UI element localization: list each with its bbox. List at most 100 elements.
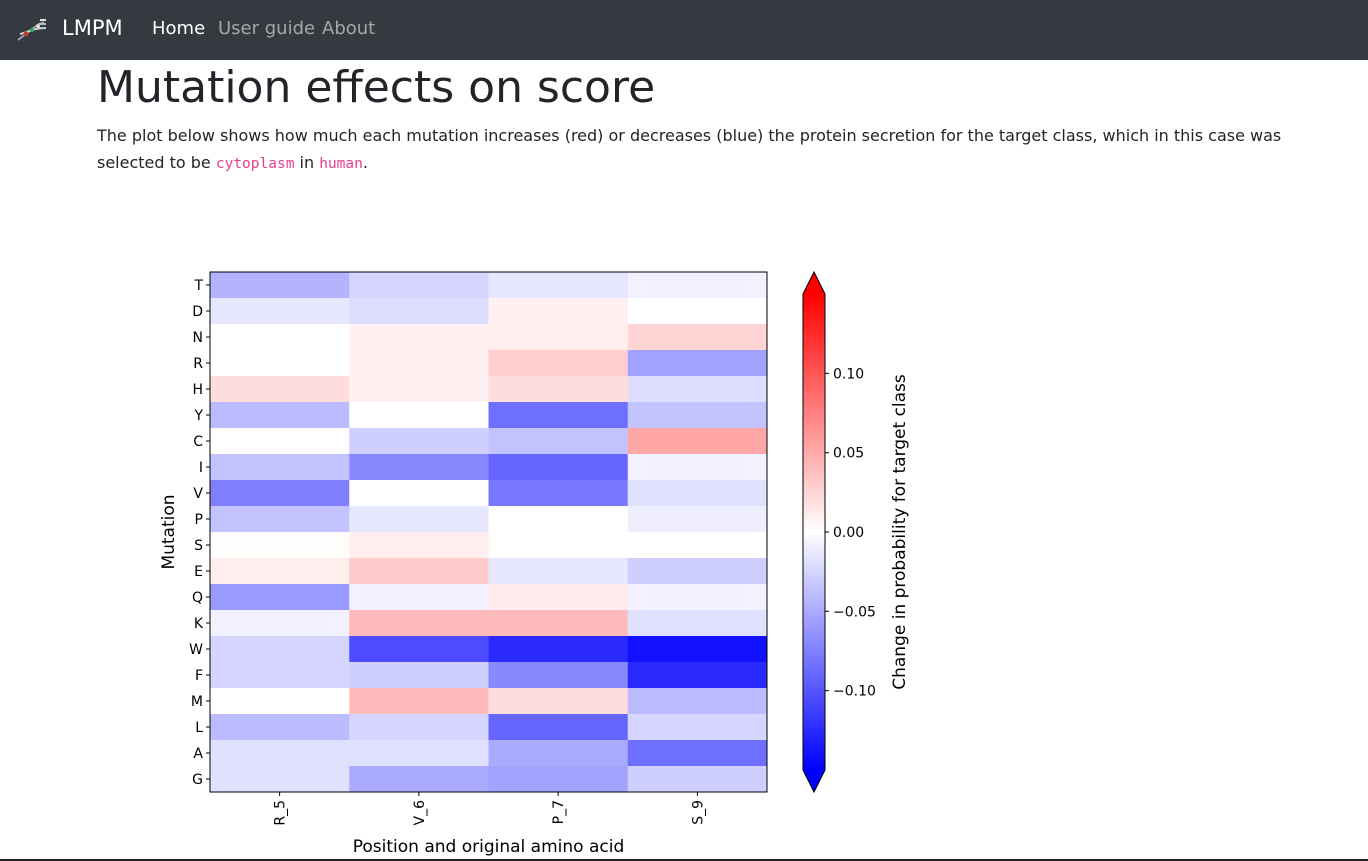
heatmap-cell <box>210 324 350 351</box>
heatmap-cell <box>210 714 350 741</box>
heatmap-cell <box>349 584 489 611</box>
heatmap-cell <box>488 402 629 429</box>
heatmap-cell <box>627 298 768 325</box>
heatmap-cell <box>627 454 768 481</box>
x-tick-label: S_9 <box>690 800 706 825</box>
heatmap-cell <box>210 272 350 299</box>
heatmap-cell <box>627 428 768 455</box>
heatmap-cell <box>210 506 350 533</box>
description-text-end: . <box>362 153 368 172</box>
heatmap-cell <box>210 350 350 377</box>
colorbar-extend-min <box>803 770 825 792</box>
page-title: Mutation effects on score <box>97 62 656 113</box>
y-tick-label: V <box>193 486 203 502</box>
navbar: LMPM Home User guide About <box>0 0 1368 60</box>
heatmap-cell <box>349 636 489 663</box>
heatmap-cell <box>488 740 629 767</box>
heatmap-cell <box>488 662 629 689</box>
y-tick-label: A <box>193 746 203 762</box>
heatmap-cell <box>488 610 629 637</box>
heatmap-cell <box>349 454 489 481</box>
y-tick-label: Q <box>192 590 203 606</box>
organism-code: human <box>319 156 363 172</box>
colorbar-tick-label: 0.10 <box>833 366 864 382</box>
dna-icon[interactable] <box>14 16 50 44</box>
brand-name[interactable]: LMPM <box>62 16 123 40</box>
heatmap-cell <box>210 584 350 611</box>
y-tick-label: K <box>194 616 204 632</box>
heatmap-cell <box>627 324 768 351</box>
x-tick-label: P_7 <box>551 800 567 824</box>
heatmap-cell <box>488 454 629 481</box>
heatmap-cell <box>627 272 768 299</box>
heatmap-cell <box>488 350 629 377</box>
y-tick-label: I <box>199 460 203 476</box>
heatmap-cell <box>210 454 350 481</box>
heatmap-cell <box>627 662 768 689</box>
heatmap-cell <box>627 558 768 585</box>
heatmap-cell <box>349 714 489 741</box>
heatmap-cell <box>349 662 489 689</box>
heatmap-cell <box>349 688 489 715</box>
heatmap-cell <box>349 506 489 533</box>
heatmap-cell <box>210 688 350 715</box>
nav-link-about[interactable]: About <box>322 18 376 39</box>
heatmap-cell <box>627 714 768 741</box>
heatmap-cell <box>349 740 489 767</box>
colorbar-tick-label: 0.00 <box>833 525 864 541</box>
heatmap-cell <box>488 688 629 715</box>
colorbar-tick-label: −0.05 <box>833 604 876 620</box>
x-tick-label: V_6 <box>412 800 428 826</box>
y-tick-label: S <box>194 538 203 554</box>
heatmap-cell <box>349 428 489 455</box>
heatmap-cell <box>349 272 489 299</box>
colorbar-tick-label: −0.10 <box>833 684 876 700</box>
description-text-middle: in <box>294 153 320 172</box>
heatmap-cell <box>627 688 768 715</box>
heatmap-cell <box>349 480 489 507</box>
heatmap-cell <box>627 402 768 429</box>
heatmap-cell <box>627 610 768 637</box>
y-tick-label: W <box>189 642 203 658</box>
heatmap-cell <box>488 428 629 455</box>
heatmap-cell <box>488 272 629 299</box>
heatmap-cell <box>210 662 350 689</box>
heatmap-cell <box>627 506 768 533</box>
heatmap-cell <box>627 350 768 377</box>
heatmap-cell <box>349 766 489 793</box>
heatmap-cell <box>488 480 629 507</box>
heatmap-cell <box>349 324 489 351</box>
heatmap-cell <box>210 402 350 429</box>
heatmap-cell <box>349 376 489 403</box>
heatmap-cell <box>210 298 350 325</box>
heatmap-cell <box>627 740 768 767</box>
heatmap-cell <box>210 428 350 455</box>
heatmap-cell <box>627 480 768 507</box>
y-tick-label: H <box>192 382 203 398</box>
heatmap-cell <box>627 766 768 793</box>
heatmap-cell <box>210 636 350 663</box>
plot-frame <box>209 271 768 793</box>
heatmap-cell <box>210 532 350 559</box>
bottom-divider <box>0 859 1368 861</box>
heatmap-cell <box>349 610 489 637</box>
heatmap-cell <box>210 376 350 403</box>
heatmap-cell <box>488 532 629 559</box>
y-tick-label: C <box>193 434 203 450</box>
heatmap-cell <box>210 740 350 767</box>
y-tick-label: P <box>195 512 203 528</box>
y-tick-label: G <box>192 772 203 788</box>
colorbar-gradient <box>803 294 825 770</box>
colorbar-tick-label: 0.05 <box>833 446 864 462</box>
nav-link-user-guide[interactable]: User guide <box>218 18 316 39</box>
nav-link-home[interactable]: Home <box>152 18 206 39</box>
heatmap-cell <box>210 480 350 507</box>
y-tick-label: N <box>193 330 203 346</box>
y-axis-label: Mutation <box>159 494 179 569</box>
heatmap-cell <box>349 532 489 559</box>
y-tick-label: F <box>195 668 203 684</box>
heatmap-cell <box>349 558 489 585</box>
heatmap-cell <box>627 532 768 559</box>
heatmap-cell <box>349 402 489 429</box>
heatmap-cell <box>627 584 768 611</box>
